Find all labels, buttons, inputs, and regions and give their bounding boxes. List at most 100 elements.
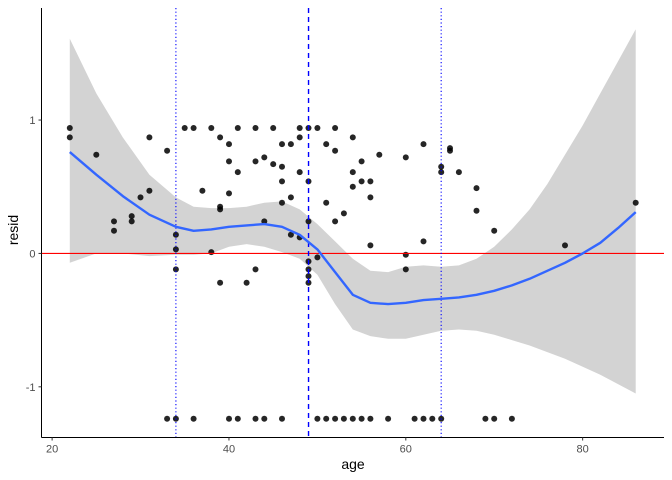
data-point: [367, 415, 374, 422]
data-point: [491, 415, 498, 422]
confidence-band-layer: [69, 29, 636, 394]
data-point: [287, 231, 294, 238]
data-point: [270, 125, 277, 131]
data-point: [146, 134, 153, 141]
data-point: [402, 251, 409, 258]
data-point: [340, 415, 347, 422]
data-point: [261, 218, 268, 225]
data-point: [349, 134, 356, 141]
data-point: [420, 238, 427, 245]
confidence-band: [69, 29, 636, 394]
data-point: [323, 141, 330, 148]
data-point: [420, 141, 427, 148]
data-point: [252, 415, 259, 422]
data-point: [243, 279, 250, 286]
data-point: [199, 187, 206, 194]
data-point: [296, 169, 303, 176]
y-axis-title: resid: [5, 215, 21, 245]
data-point: [66, 125, 73, 131]
data-point: [358, 415, 365, 422]
data-point: [491, 227, 498, 234]
data-point: [279, 141, 285, 148]
data-point: [252, 158, 259, 165]
data-point: [332, 415, 339, 422]
data-point: [234, 125, 241, 131]
data-point: [226, 415, 232, 422]
data-point: [296, 125, 303, 131]
data-point: [332, 218, 339, 225]
data-point: [349, 183, 356, 190]
data-point: [226, 141, 232, 148]
data-point: [429, 415, 436, 422]
axes: 20 40 60 80 -1 0 1: [26, 8, 664, 456]
data-point: [367, 242, 374, 249]
data-point: [349, 169, 356, 176]
x-tick-label: 80: [577, 444, 589, 456]
data-point: [340, 210, 347, 217]
data-point: [172, 266, 179, 273]
data-point: [447, 147, 453, 154]
data-point: [279, 199, 285, 206]
data-point: [234, 415, 241, 422]
data-point: [482, 415, 489, 422]
data-point: [411, 415, 418, 422]
data-point: [226, 158, 232, 165]
data-point: [261, 154, 268, 161]
data-point: [234, 169, 241, 176]
data-point: [190, 415, 197, 422]
data-point: [208, 249, 215, 256]
data-point: [323, 415, 330, 422]
y-tick-label: 1: [29, 115, 35, 127]
points-layer: [66, 125, 639, 422]
data-point: [128, 213, 135, 220]
data-point: [402, 266, 409, 273]
data-point: [279, 163, 285, 170]
data-point: [190, 125, 197, 131]
data-point: [562, 242, 568, 249]
x-axis-ticks: 20 40 60 80: [46, 437, 589, 456]
data-point: [252, 125, 259, 131]
data-point: [137, 194, 144, 201]
y-tick-label: 0: [29, 248, 35, 260]
data-point: [314, 254, 321, 261]
y-axis-ticks: -1 0 1: [26, 115, 42, 394]
data-point: [111, 227, 117, 234]
data-point: [367, 178, 374, 185]
data-point: [332, 147, 339, 154]
x-tick-label: 20: [46, 444, 58, 456]
data-point: [332, 125, 339, 131]
data-point: [420, 415, 427, 422]
data-point: [632, 199, 639, 206]
data-point: [287, 141, 294, 148]
data-point: [376, 151, 383, 158]
x-axis-title: age: [341, 456, 365, 472]
data-point: [270, 161, 277, 168]
data-point: [508, 415, 515, 422]
data-point: [226, 190, 232, 197]
data-point: [111, 218, 117, 225]
data-point: [93, 151, 100, 158]
data-point: [305, 218, 312, 225]
data-point: [208, 125, 215, 131]
data-point: [164, 415, 171, 422]
data-point: [181, 125, 188, 131]
data-point: [385, 415, 392, 422]
data-point: [314, 125, 321, 131]
x-tick-label: 60: [400, 444, 412, 456]
data-point: [473, 207, 480, 214]
data-point: [217, 134, 224, 141]
data-point: [287, 194, 294, 201]
data-point: [279, 415, 285, 422]
data-point: [217, 206, 224, 213]
smooth-line-layer: [69, 151, 637, 306]
data-point: [358, 178, 365, 185]
data-point: [261, 415, 268, 422]
data-point: [314, 415, 321, 422]
x-tick-label: 40: [223, 444, 235, 456]
data-point: [279, 178, 285, 185]
data-point: [455, 169, 462, 176]
y-tick-label: -1: [26, 382, 36, 394]
smooth-fit-line: [69, 151, 637, 306]
data-point: [473, 185, 480, 192]
